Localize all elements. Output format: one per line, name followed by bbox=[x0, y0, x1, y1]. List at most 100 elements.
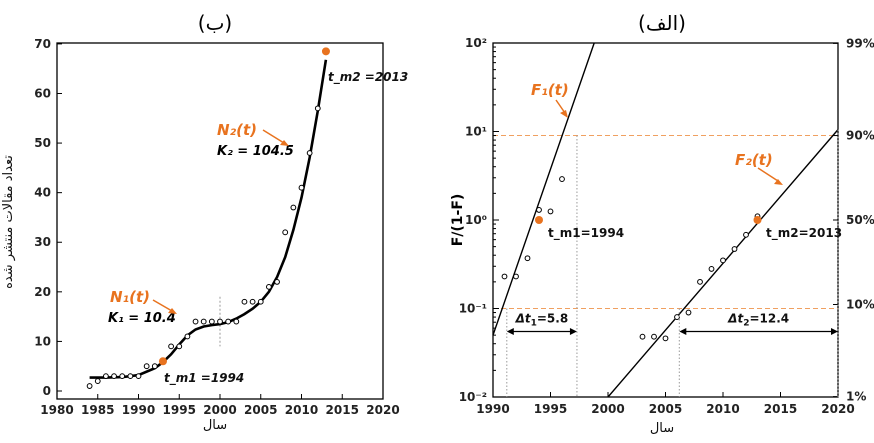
n2-annotation: N₂(t) K₂ = 104.5 bbox=[217, 121, 294, 159]
n1-label: N₁(t) bbox=[110, 288, 150, 306]
left-data-point bbox=[143, 363, 150, 370]
left-data-point bbox=[241, 298, 248, 305]
right-data-point bbox=[524, 255, 531, 262]
left-panel-title: (ب) bbox=[198, 11, 232, 35]
left-x-tick-label: 1985 bbox=[81, 403, 114, 417]
left-y-tick-label: 0 bbox=[43, 384, 51, 398]
left-data-point bbox=[151, 363, 158, 370]
right-fit-line bbox=[607, 129, 839, 398]
right-intervals: Δt1=5.8 Δt2=12.4 bbox=[506, 129, 839, 397]
right-data-point bbox=[639, 333, 646, 340]
left-x-tick-label: 2015 bbox=[326, 403, 359, 417]
tm2-label-left: t_m2 =2013 bbox=[328, 70, 408, 85]
left-data-point bbox=[217, 318, 223, 325]
left-data-point bbox=[168, 343, 175, 350]
left-x-tick-label: 1990 bbox=[122, 403, 155, 417]
left-data-point bbox=[290, 204, 297, 211]
left-y-axis-label: تعداد مقالات منتشر شده bbox=[1, 155, 16, 289]
right-data-point bbox=[731, 246, 738, 252]
right-panel-title: (الف) bbox=[638, 11, 686, 35]
left-y-tick-label: 40 bbox=[34, 186, 51, 200]
left-y-tick-label: 30 bbox=[34, 235, 51, 249]
right-data-point bbox=[536, 207, 542, 213]
left-data-point bbox=[184, 333, 191, 340]
right-data-point bbox=[662, 335, 669, 342]
right-y-tick-label: 10¹ bbox=[465, 125, 487, 139]
left-data-point bbox=[94, 378, 101, 384]
left-data-point bbox=[127, 373, 134, 380]
left-data-points bbox=[86, 47, 330, 389]
right-data-point bbox=[674, 314, 680, 320]
interval-label: Δt2=12.4 bbox=[727, 311, 789, 328]
left-y-tick-label: 70 bbox=[34, 37, 51, 51]
left-x-tick-label: 2010 bbox=[285, 403, 318, 417]
right-pct-tick-label: 50% bbox=[846, 213, 874, 227]
right-x-tick-label: 2000 bbox=[591, 402, 624, 416]
f2-arrow bbox=[757, 167, 779, 182]
right-reference-lines bbox=[493, 135, 838, 309]
right-y-tick-label: 10⁻² bbox=[459, 390, 487, 404]
right-x-tick-label: 1995 bbox=[534, 402, 567, 416]
right-y-tick-label: 10² bbox=[465, 36, 487, 50]
n1-arrow bbox=[152, 299, 173, 312]
left-data-point bbox=[200, 318, 207, 325]
right-data-point bbox=[697, 278, 703, 285]
n2-arrow bbox=[262, 129, 285, 144]
left-data-point bbox=[86, 383, 93, 389]
n1-annotation: N₁(t) K₁ = 10.4 bbox=[108, 288, 177, 326]
left-data-point bbox=[266, 283, 272, 290]
f1-label: F₁(t) bbox=[531, 81, 569, 99]
left-data-point bbox=[119, 373, 126, 380]
left-y-tick-label: 50 bbox=[34, 136, 51, 150]
right-y-tick-label: 10⁰ bbox=[465, 213, 487, 227]
left-data-point bbox=[111, 373, 117, 380]
k1-label: K₁ = 10.4 bbox=[108, 311, 176, 326]
left-data-point bbox=[192, 318, 199, 325]
right-data-point bbox=[559, 176, 565, 182]
n2-arrowhead bbox=[280, 140, 289, 146]
left-data-point bbox=[257, 298, 264, 305]
right-highlight-point bbox=[753, 216, 762, 224]
right-highlight-point bbox=[535, 216, 543, 224]
right-x-tick-label: 2010 bbox=[706, 402, 739, 416]
right-data-point bbox=[501, 273, 508, 280]
left-data-point bbox=[298, 184, 305, 191]
left-y-tick-label: 10 bbox=[34, 334, 51, 348]
tm2-label-right: t_m2=2013 bbox=[766, 226, 842, 241]
f1-annotation: F₁(t) bbox=[531, 81, 569, 118]
n1-arrowhead bbox=[168, 308, 177, 314]
f1-arrow bbox=[555, 99, 566, 114]
left-data-point bbox=[282, 229, 289, 236]
k2-label: K₂ = 104.5 bbox=[217, 144, 294, 159]
left-y-tick-label: 60 bbox=[34, 86, 51, 100]
left-x-tick-label: 2000 bbox=[203, 403, 236, 417]
f2-label: F₂(t) bbox=[735, 151, 773, 169]
left-data-point bbox=[274, 279, 280, 285]
right-fit-line bbox=[492, 42, 595, 336]
right-data-point bbox=[547, 208, 554, 215]
f2-arrowhead bbox=[774, 179, 783, 185]
left-x-tick-label: 2020 bbox=[366, 403, 399, 417]
interval-arrowhead bbox=[831, 327, 838, 335]
interval-arrowhead bbox=[506, 327, 514, 335]
right-data-point bbox=[720, 257, 726, 264]
tm1-label-right: t_m1=1994 bbox=[548, 226, 624, 241]
right-data-point bbox=[651, 333, 657, 340]
n2-label: N₂(t) bbox=[217, 121, 257, 139]
right-data-point bbox=[685, 309, 692, 316]
right-x-axis-label: سال bbox=[650, 421, 674, 436]
right-x-tick-label: 2005 bbox=[649, 402, 682, 416]
left-data-point bbox=[306, 150, 313, 156]
right-pct-tick-label: 10% bbox=[846, 297, 874, 311]
right-panel: (الف) 1990 1995 2000 2005 2010 2015 2020 10⁻² 10… bbox=[450, 11, 874, 436]
left-panel: (ب) 1980 1985 1990 1995 2000 2005 2010 2015 2020… bbox=[1, 11, 408, 433]
right-y-axis-label: F/(1-F) bbox=[450, 194, 466, 247]
left-y-tick-label: 20 bbox=[34, 285, 51, 299]
right-data-point bbox=[708, 266, 715, 272]
right-pct-tick-label: 90% bbox=[846, 129, 874, 143]
left-data-point bbox=[314, 105, 321, 112]
interval-arrowhead bbox=[679, 327, 687, 335]
left-highlight-point bbox=[321, 47, 330, 56]
